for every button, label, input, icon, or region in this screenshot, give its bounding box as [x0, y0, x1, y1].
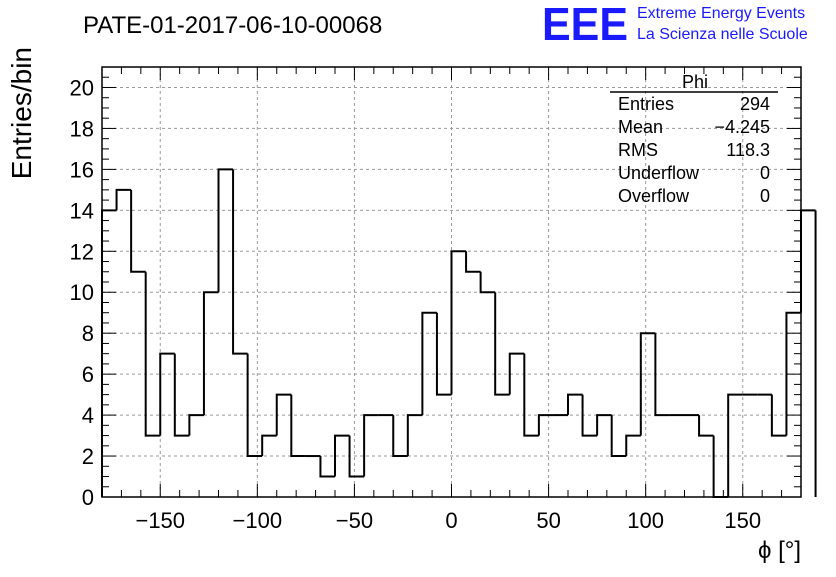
stats-row-label: Underflow	[618, 163, 700, 183]
x-tick-label: 50	[536, 508, 560, 533]
y-axis-label: Entries/bin	[6, 47, 37, 179]
histogram-bin	[406, 414, 423, 457]
histogram-bin	[392, 415, 408, 458]
y-tick-label: 6	[82, 362, 94, 387]
histogram-bin	[508, 352, 525, 395]
stats-row-label: RMS	[618, 140, 658, 160]
x-tick-label: 100	[627, 508, 664, 533]
y-tick-label: 12	[70, 239, 94, 264]
eee-logo-line1: Extreme Energy Events	[637, 5, 805, 22]
stats-box: Phi Entries 294 Mean −4.245 RMS 118.3 Underflo…	[610, 72, 778, 206]
histogram-bin	[770, 394, 787, 437]
x-tick-label: −150	[135, 508, 185, 533]
x-axis-label: ϕ [°]	[758, 537, 801, 564]
histogram-bin	[115, 188, 132, 211]
y-tick-label: 16	[70, 157, 94, 182]
x-tick-label: −50	[336, 508, 373, 533]
stats-row-label: Mean	[618, 117, 663, 137]
histogram-bin	[800, 209, 816, 313]
histogram-bin	[232, 169, 248, 355]
histogram-bin	[202, 291, 219, 416]
y-tick-label: 18	[70, 116, 94, 141]
histogram-bin	[610, 415, 627, 458]
histogram-bin	[465, 251, 481, 273]
y-tick-label: 2	[82, 444, 94, 469]
histogram-bin	[217, 168, 234, 293]
histogram-bin	[654, 333, 670, 417]
stats-row-label: Overflow	[618, 186, 690, 206]
y-tick-label: 8	[82, 321, 94, 346]
histogram-bin	[275, 393, 292, 436]
histogram-bin	[261, 434, 277, 457]
y-tick-label: 20	[70, 75, 94, 100]
histogram-bin	[596, 414, 612, 436]
stats-row-value: 0	[760, 186, 770, 206]
histogram-bin	[537, 414, 554, 436]
histogram-bin	[319, 456, 335, 478]
y-tick-label: 10	[70, 280, 94, 305]
y-tick-label: 4	[82, 403, 94, 428]
stats-row-value: 294	[740, 94, 770, 114]
histogram-bin	[698, 415, 714, 437]
stats-row-value: −4.245	[714, 117, 770, 137]
x-tick-label: 150	[724, 508, 761, 533]
stats-row-value: 0	[760, 163, 770, 183]
stats-box-name: Phi	[682, 72, 708, 92]
histogram-bin	[639, 332, 656, 436]
y-tick-label: 14	[70, 198, 94, 223]
eee-logo-line2: La Scienza nelle Scuole	[637, 26, 808, 43]
histogram-bin	[144, 271, 161, 437]
axis-ticks	[101, 66, 802, 498]
histogram-bin	[450, 250, 467, 395]
x-tick-label: −100	[233, 508, 283, 533]
histogram-bin	[290, 394, 306, 458]
histogram-bin	[246, 353, 263, 458]
histogram-bin	[334, 434, 350, 477]
stats-rows: Entries 294 Mean −4.245 RMS 118.3 Underflow 0 Ov…	[618, 94, 770, 206]
histogram-bin	[727, 393, 743, 497]
histogram-bin	[581, 394, 598, 437]
histogram-bin	[173, 353, 190, 437]
tick-labels: −150 −100 −50 0 50 100 150 0 2 4 6 8 10 12 14 16 18 20	[70, 75, 762, 533]
histogram-bin	[159, 352, 175, 436]
histogram-bin	[130, 189, 146, 273]
stats-row-label: Entries	[618, 94, 674, 114]
histogram-bin	[435, 312, 452, 396]
stats-row-value: 118.3	[726, 140, 770, 160]
histogram-bin	[712, 435, 729, 498]
histogram-bin	[625, 434, 641, 457]
x-tick-label: 0	[445, 508, 457, 533]
histogram-bin	[494, 292, 510, 396]
histogram-bin	[348, 435, 365, 478]
eee-logo: EEE Extreme Energy Events La Scienza nel…	[542, 0, 808, 50]
y-tick-label: 0	[82, 485, 94, 510]
histogram-bin	[363, 414, 379, 477]
histogram-bin	[523, 353, 539, 437]
eee-logo-text: EEE	[542, 0, 628, 50]
histogram-bin	[188, 414, 204, 436]
histogram-bin	[421, 311, 437, 416]
histogram-bin	[567, 393, 583, 416]
chart-title: PATE-01-2017-06-10-00068	[83, 12, 382, 39]
histogram-bin	[479, 271, 496, 294]
